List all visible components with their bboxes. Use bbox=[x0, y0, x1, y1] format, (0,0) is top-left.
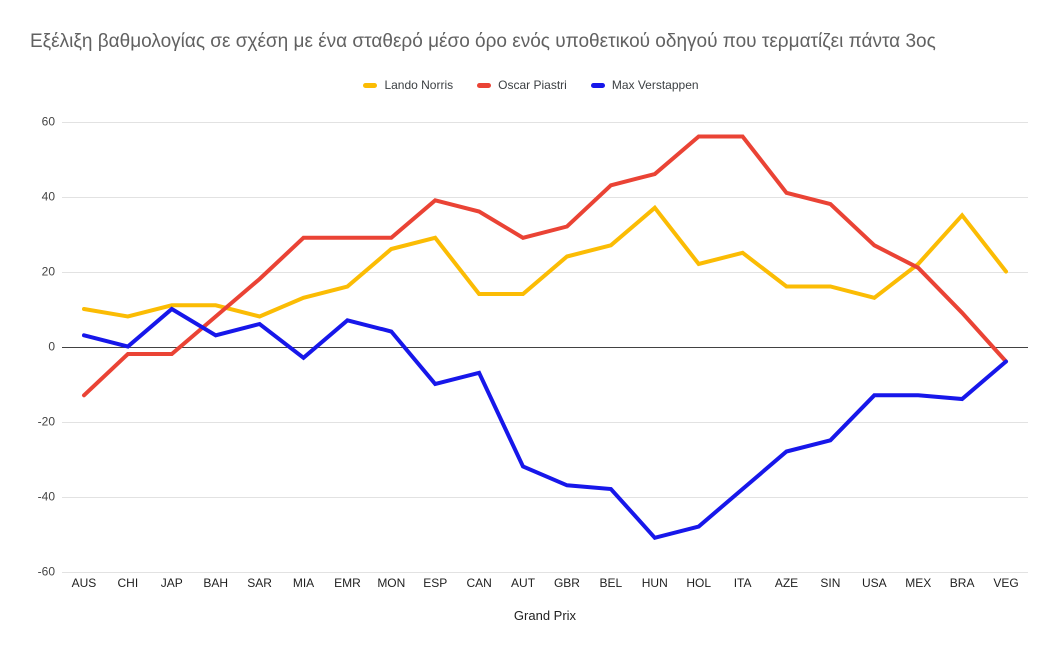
svg-text:AUT: AUT bbox=[511, 576, 536, 590]
svg-text:20: 20 bbox=[42, 265, 56, 279]
svg-text:60: 60 bbox=[42, 115, 56, 129]
svg-text:MON: MON bbox=[377, 576, 405, 590]
legend-item-lando-norris: Lando Norris bbox=[363, 78, 453, 92]
svg-text:HUN: HUN bbox=[642, 576, 668, 590]
legend-swatch-icon bbox=[363, 82, 378, 88]
svg-text:SIN: SIN bbox=[820, 576, 840, 590]
svg-text:JAP: JAP bbox=[161, 576, 183, 590]
legend-swatch-icon bbox=[590, 82, 605, 88]
svg-text:EMR: EMR bbox=[334, 576, 361, 590]
svg-text:BEL: BEL bbox=[600, 576, 623, 590]
svg-text:-40: -40 bbox=[38, 490, 56, 504]
svg-text:MIA: MIA bbox=[293, 576, 314, 590]
chart-legend: Lando Norris Oscar Piastri Max Verstappe… bbox=[0, 78, 1062, 92]
svg-text:40: 40 bbox=[42, 190, 56, 204]
legend-swatch-icon bbox=[477, 82, 492, 88]
svg-text:AUS: AUS bbox=[72, 576, 97, 590]
svg-text:-60: -60 bbox=[38, 565, 56, 579]
legend-item-oscar-piastri: Oscar Piastri bbox=[477, 78, 567, 92]
legend-label: Lando Norris bbox=[384, 78, 454, 92]
svg-text:0: 0 bbox=[48, 340, 55, 354]
svg-text:MEX: MEX bbox=[905, 576, 931, 590]
svg-text:HOL: HOL bbox=[686, 576, 711, 590]
legend-item-max-verstappen: Max Verstappen bbox=[590, 78, 699, 92]
svg-text:ESP: ESP bbox=[423, 576, 447, 590]
chart-title: Εξέλιξη βαθμολογίας σε σχέση με ένα σταθ… bbox=[30, 31, 936, 52]
svg-text:-20: -20 bbox=[38, 415, 56, 429]
svg-text:SAR: SAR bbox=[247, 576, 272, 590]
svg-text:BRA: BRA bbox=[950, 576, 975, 590]
svg-text:ITA: ITA bbox=[734, 576, 752, 590]
svg-text:GBR: GBR bbox=[554, 576, 580, 590]
svg-text:AZE: AZE bbox=[775, 576, 798, 590]
svg-text:BAH: BAH bbox=[203, 576, 228, 590]
svg-text:USA: USA bbox=[862, 576, 887, 590]
svg-text:VEG: VEG bbox=[993, 576, 1018, 590]
svg-text:Grand Prix: Grand Prix bbox=[514, 608, 577, 623]
legend-label: Max Verstappen bbox=[611, 78, 699, 92]
svg-text:CHI: CHI bbox=[118, 576, 139, 590]
legend-label: Oscar Piastri bbox=[498, 78, 567, 92]
svg-text:CAN: CAN bbox=[466, 576, 491, 590]
